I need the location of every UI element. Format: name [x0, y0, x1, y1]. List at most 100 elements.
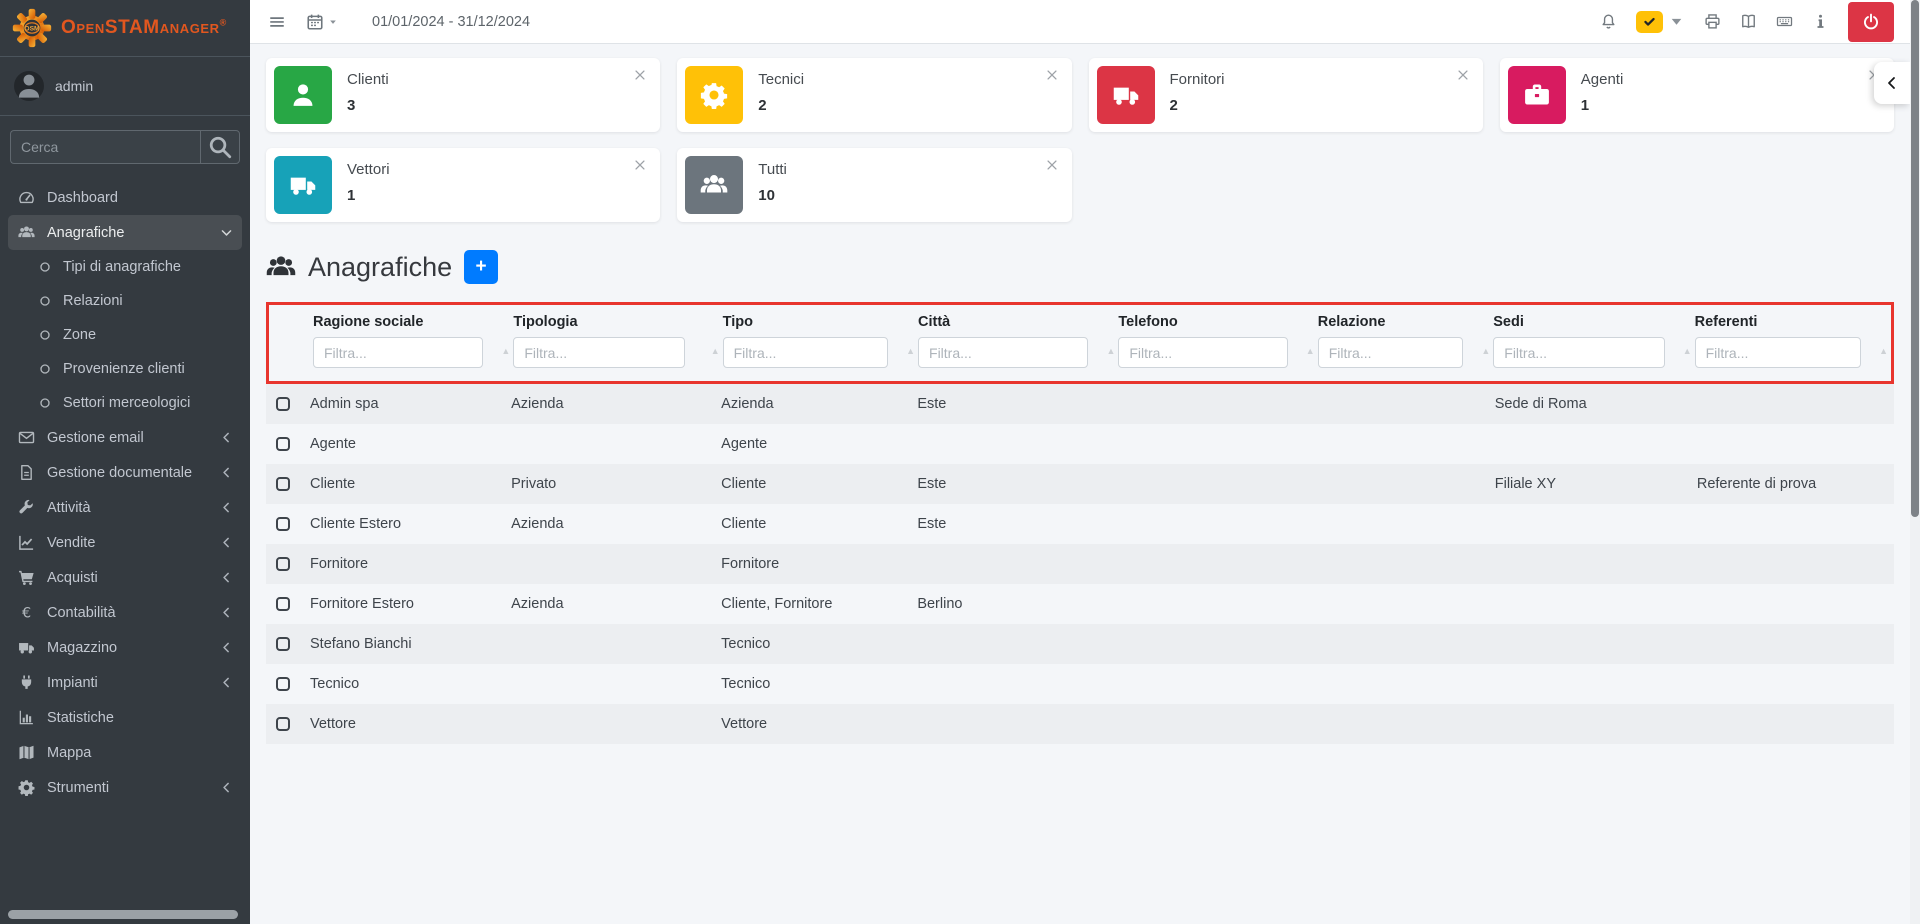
- stat-card-clienti[interactable]: Clienti 3: [266, 58, 661, 132]
- row-checkbox[interactable]: [276, 717, 290, 731]
- sidebar-item-strumenti[interactable]: Strumenti: [8, 770, 242, 805]
- sidebar-subitem-zone[interactable]: Zone: [8, 318, 242, 352]
- table-row[interactable]: Vettore Vettore: [266, 704, 1894, 744]
- tasks-check-button[interactable]: [1636, 10, 1663, 33]
- filter-input-relazione[interactable]: [1317, 337, 1464, 368]
- sidebar-horizontal-scrollbar[interactable]: [8, 910, 238, 919]
- stat-card-tecnici[interactable]: Tecnici 2: [677, 58, 1072, 132]
- sort-icon[interactable]: ▲: [1305, 346, 1315, 356]
- book-icon[interactable]: [1740, 13, 1757, 30]
- sidebar-item-mappa[interactable]: Mappa: [8, 735, 242, 770]
- row-checkbox[interactable]: [276, 597, 290, 611]
- add-record-button[interactable]: +: [464, 250, 499, 284]
- gear-icon: [685, 66, 744, 124]
- filter-input-sedi[interactable]: [1493, 337, 1665, 368]
- sidebar-item-vendite[interactable]: Vendite: [8, 525, 242, 560]
- table-row[interactable]: Fornitore Fornitore: [266, 544, 1894, 584]
- filter-input-telefono[interactable]: [1118, 337, 1288, 368]
- close-icon[interactable]: [1045, 158, 1059, 172]
- stat-card-fornitori[interactable]: Fornitori 2: [1088, 58, 1483, 132]
- page-scrollbar[interactable]: [1910, 0, 1920, 924]
- hamburger-menu-icon[interactable]: [268, 13, 286, 31]
- sidebar-item-gestione-documentale[interactable]: Gestione documentale: [8, 455, 242, 490]
- filter-input-citt[interactable]: [918, 337, 1089, 368]
- row-checkbox[interactable]: [276, 557, 290, 571]
- table-row[interactable]: Cliente Privato Cliente Este Filiale XY Refer…: [266, 464, 1894, 504]
- search-input[interactable]: [10, 130, 200, 164]
- logout-button[interactable]: [1848, 1, 1894, 42]
- table-cell: Fornitore Estero: [310, 596, 414, 612]
- sidebar-item-magazzino[interactable]: Magazzino: [8, 630, 242, 665]
- print-icon[interactable]: [1704, 13, 1721, 30]
- sidebar-item-contabilit[interactable]: € Contabilità: [8, 595, 242, 630]
- column-label[interactable]: Referenti: [1694, 314, 1758, 330]
- row-checkbox[interactable]: [276, 677, 290, 691]
- sidebar-item-attivit[interactable]: Attività: [8, 490, 242, 525]
- sort-icon[interactable]: ▲: [710, 346, 720, 356]
- scrollbar-thumb[interactable]: [1911, 0, 1919, 518]
- table-row[interactable]: Tecnico Tecnico: [266, 664, 1894, 704]
- close-icon[interactable]: [633, 158, 647, 172]
- stat-card-agenti[interactable]: Agenti 1: [1499, 58, 1894, 132]
- tasks-dropdown[interactable]: [1636, 10, 1685, 33]
- close-icon[interactable]: [1045, 68, 1059, 82]
- table-cell: Referente di prova: [1696, 476, 1817, 492]
- row-checkbox[interactable]: [276, 517, 290, 531]
- sort-icon[interactable]: ▲: [906, 346, 916, 356]
- search-button[interactable]: [200, 130, 240, 164]
- sidebar-item-dashboard[interactable]: Dashboard: [8, 180, 242, 215]
- table-row[interactable]: Fornitore Estero Azienda Cliente, Fornitor…: [266, 584, 1894, 624]
- column-label[interactable]: Ragione sociale: [313, 314, 424, 330]
- date-range[interactable]: 01/01/2024 - 31/12/2024: [372, 13, 531, 30]
- row-checkbox[interactable]: [276, 477, 290, 491]
- sidebar-item-statistiche[interactable]: Statistiche: [8, 700, 242, 735]
- sort-icon[interactable]: ▲: [1682, 346, 1692, 356]
- user-panel[interactable]: admin: [0, 57, 250, 116]
- sidebar-item-impianti[interactable]: Impianti: [8, 665, 242, 700]
- keyboard-icon[interactable]: [1776, 13, 1793, 30]
- table-cell: Berlino: [917, 596, 963, 612]
- table-row[interactable]: Agente Agente: [266, 424, 1894, 464]
- sort-icon[interactable]: ▲: [1879, 346, 1888, 356]
- close-icon[interactable]: [1456, 68, 1470, 82]
- row-checkbox[interactable]: [276, 637, 290, 651]
- info-icon[interactable]: [1812, 13, 1829, 30]
- filter-input-ragione-sociale[interactable]: [313, 337, 484, 368]
- close-icon[interactable]: [633, 68, 647, 82]
- table-row[interactable]: Cliente Estero Azienda Cliente Este: [266, 504, 1894, 544]
- sidebar-subitem-tipi-di-anagrafiche[interactable]: Tipi di anagrafiche: [8, 250, 242, 284]
- sidebar-subitem-relazioni[interactable]: Relazioni: [8, 284, 242, 318]
- stat-card-tutti[interactable]: Tutti 10: [677, 148, 1072, 222]
- sidebar-subitem-settori-merceologici[interactable]: Settori merceologici: [8, 386, 242, 420]
- filter-input-tipo[interactable]: [722, 337, 889, 368]
- filter-input-referenti[interactable]: [1694, 337, 1861, 368]
- bell-icon[interactable]: [1600, 13, 1617, 30]
- brand[interactable]: OSM OpenSTAManager®: [0, 0, 250, 57]
- sort-icon[interactable]: ▲: [1481, 346, 1491, 356]
- table-cell: Azienda: [721, 396, 774, 412]
- calendar-picker[interactable]: [306, 13, 338, 31]
- stat-card-vettori[interactable]: Vettori 1: [266, 148, 661, 222]
- column-label[interactable]: Sedi: [1493, 314, 1524, 330]
- row-checkbox[interactable]: [276, 437, 290, 451]
- column-label[interactable]: Tipo: [722, 314, 753, 330]
- brand-name: OpenSTAManager®: [61, 17, 227, 38]
- sort-icon[interactable]: ▲: [1106, 346, 1116, 356]
- sidebar-item-gestione-email[interactable]: Gestione email: [8, 420, 242, 455]
- sidebar-item-anagrafiche[interactable]: Anagrafiche: [8, 215, 242, 250]
- table-row[interactable]: Admin spa Azienda Azienda Este Sede di Roma: [266, 384, 1894, 424]
- sort-icon[interactable]: ▲: [501, 346, 511, 356]
- user-icon: [274, 66, 332, 124]
- filter-input-tipologia[interactable]: [513, 337, 686, 368]
- column-label[interactable]: Tipologia: [513, 314, 578, 330]
- sidebar-subitem-provenienze-clienti[interactable]: Provenienze clienti: [8, 352, 242, 386]
- table-cell: Cliente Estero: [310, 516, 402, 532]
- column-label[interactable]: Relazione: [1317, 314, 1386, 330]
- row-checkbox[interactable]: [276, 397, 290, 411]
- sidebar-item-acquisti[interactable]: Acquisti: [8, 560, 242, 595]
- table-cell: Vettore: [721, 716, 768, 732]
- table-row[interactable]: Stefano Bianchi Tecnico: [266, 624, 1894, 664]
- column-label[interactable]: Città: [918, 314, 951, 330]
- column-label[interactable]: Telefono: [1118, 314, 1178, 330]
- widgets-collapse-tab[interactable]: [1874, 62, 1910, 104]
